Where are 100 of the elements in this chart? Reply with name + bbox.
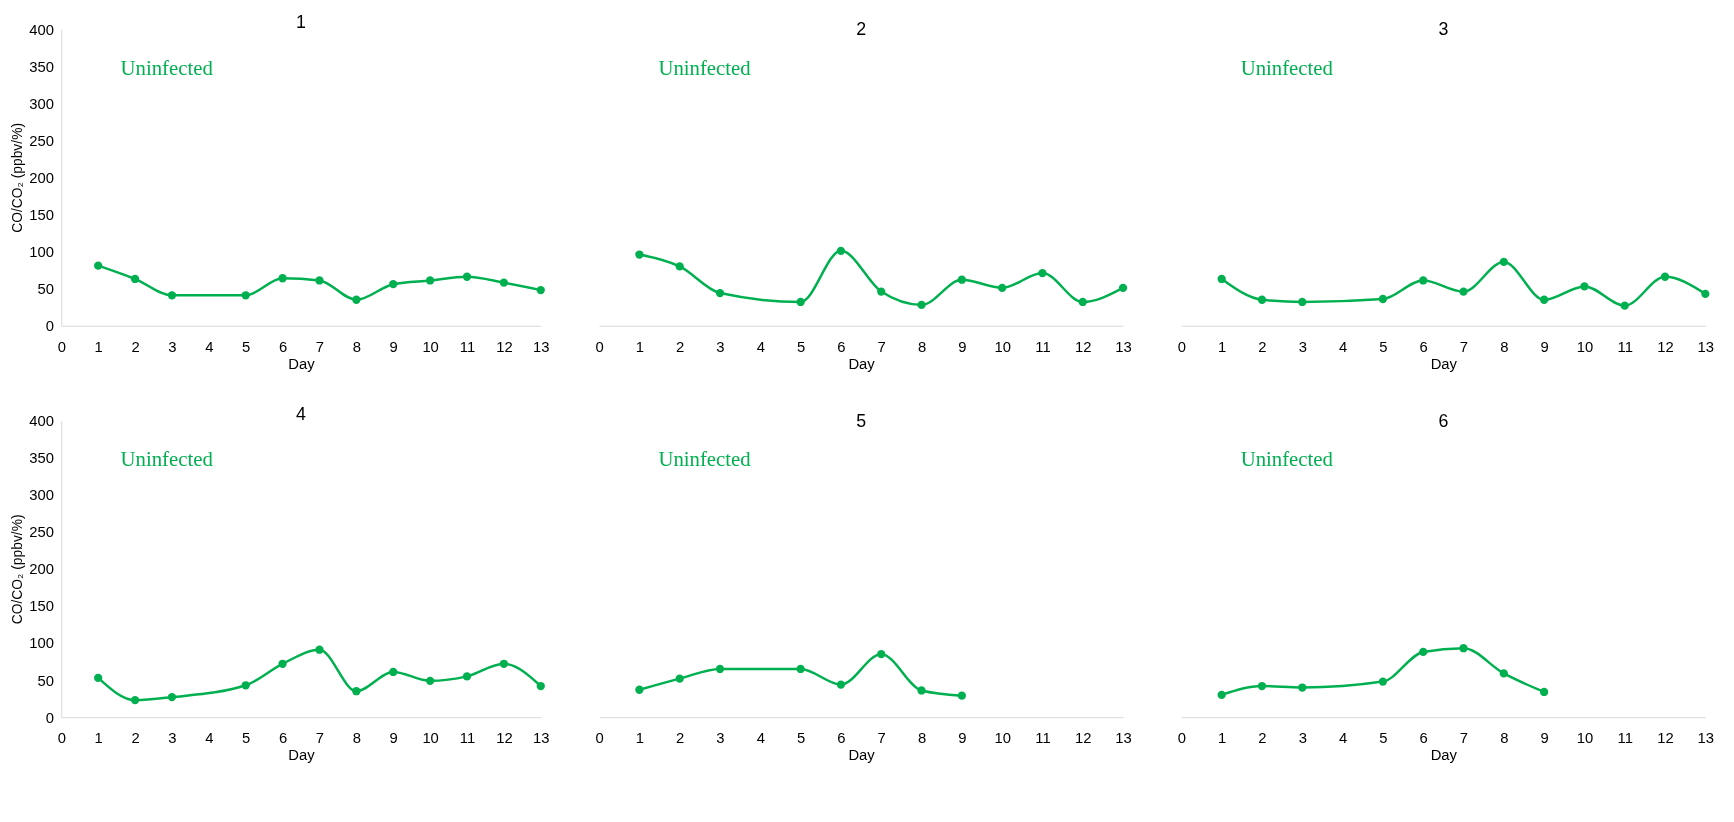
point <box>635 685 644 694</box>
point <box>278 659 287 668</box>
x-tick-label: 3 <box>168 338 177 355</box>
point <box>877 287 886 296</box>
y-tick-label: 100 <box>29 635 54 652</box>
x-tick-label: 0 <box>1177 730 1186 747</box>
point <box>425 676 435 685</box>
x-tick-label: 1 <box>635 730 645 747</box>
y-tick-label: 0 <box>45 318 54 335</box>
x-tick-label: 8 <box>917 730 927 747</box>
x-tick-label: 9 <box>1540 730 1549 747</box>
x-tick-label: 12 <box>496 730 513 747</box>
x-tick-label: 13 <box>1115 338 1132 355</box>
point <box>315 645 324 654</box>
x-tick-label: 13 <box>533 730 550 747</box>
x-tick-label: 13 <box>1697 338 1715 355</box>
annotation: Uninfected <box>1240 56 1334 79</box>
x-tick-label: 0 <box>595 338 604 355</box>
y-tick-label: 400 <box>29 21 54 38</box>
x-tick-label: 12 <box>1657 730 1674 747</box>
point <box>130 274 140 284</box>
point <box>1419 276 1428 285</box>
x-tick-label: 3 <box>1298 730 1307 747</box>
x-tick-label: 4 <box>1338 338 1348 355</box>
x-tick-label: 5 <box>1379 338 1388 355</box>
point <box>998 283 1007 293</box>
chart-title: 6 <box>1438 410 1449 431</box>
point <box>957 275 966 284</box>
point <box>1459 287 1468 296</box>
chart-title: 2 <box>856 19 867 40</box>
x-tick-label: 5 <box>242 730 251 747</box>
x-tick-label: 5 <box>796 730 806 747</box>
y-tick-label: 150 <box>29 206 54 223</box>
annotation: Uninfected <box>658 448 752 471</box>
x-tick-label: 6 <box>1419 338 1428 355</box>
x-tick-label: 11 <box>459 730 476 747</box>
point <box>389 667 398 677</box>
point <box>167 291 177 300</box>
x-tick-label: 7 <box>1459 730 1469 747</box>
point <box>836 246 846 255</box>
x-axis-title: Day <box>288 747 316 764</box>
x-tick-label: 11 <box>1617 730 1633 747</box>
x-tick-label: 6 <box>278 730 288 747</box>
point <box>1217 274 1226 284</box>
x-tick-label: 12 <box>1657 338 1674 355</box>
point <box>1298 683 1307 692</box>
x-tick-label: 11 <box>459 338 476 355</box>
x-tick-label: 6 <box>1419 730 1428 747</box>
x-tick-label: 4 <box>756 730 765 747</box>
x-tick-label: 1 <box>1218 338 1227 355</box>
point <box>241 681 250 690</box>
point <box>499 278 509 287</box>
x-tick-label: 12 <box>496 338 513 355</box>
point <box>94 261 103 270</box>
annotation: Uninfected <box>120 448 214 471</box>
point <box>389 280 398 289</box>
x-tick-label: 13 <box>533 338 550 355</box>
point <box>1620 301 1629 310</box>
point <box>1701 289 1710 298</box>
x-tick-label: 3 <box>1298 338 1307 355</box>
point <box>1118 283 1128 293</box>
y-tick-label: 350 <box>29 450 54 467</box>
point <box>917 686 926 695</box>
x-tick-label: 7 <box>315 730 325 747</box>
x-tick-label: 3 <box>168 730 177 747</box>
y-tick-label: 300 <box>29 487 54 504</box>
x-tick-label: 11 <box>1035 730 1051 747</box>
x-tick-label: 1 <box>94 338 103 355</box>
annotation: Uninfected <box>658 56 752 79</box>
point <box>1298 297 1307 307</box>
y-tick-label: 50 <box>37 672 54 689</box>
point <box>796 297 805 307</box>
chart-title: 1 <box>296 12 307 33</box>
point <box>278 274 287 283</box>
point <box>1257 681 1267 691</box>
point <box>315 276 324 285</box>
x-tick-label: 4 <box>205 730 214 747</box>
x-tick-label: 9 <box>958 338 967 355</box>
point <box>1499 257 1508 267</box>
y-tick-label: 400 <box>29 413 54 430</box>
y-tick-label: 300 <box>29 95 54 112</box>
x-tick-label: 7 <box>877 730 886 747</box>
x-tick-label: 10 <box>422 730 439 747</box>
y-axis-title: CO/CO₂ (ppbv/%) <box>9 122 26 233</box>
point <box>536 681 545 691</box>
x-tick-label: 7 <box>1459 338 1469 355</box>
annotation: Uninfected <box>1240 448 1334 471</box>
x-tick-label: 1 <box>1218 730 1227 747</box>
point <box>635 250 644 259</box>
x-tick-label: 3 <box>716 338 725 355</box>
x-tick-label: 10 <box>994 730 1011 747</box>
x-tick-label: 2 <box>676 730 685 747</box>
y-tick-label: 50 <box>37 281 54 298</box>
y-axis-title: CO/CO₂ (ppbv/%) <box>9 514 26 625</box>
point <box>1078 297 1087 307</box>
x-axis-title: Day <box>848 747 876 764</box>
x-tick-label: 6 <box>278 338 288 355</box>
chart-title: 5 <box>856 410 867 431</box>
x-tick-label: 8 <box>1500 730 1509 747</box>
point <box>499 659 509 668</box>
